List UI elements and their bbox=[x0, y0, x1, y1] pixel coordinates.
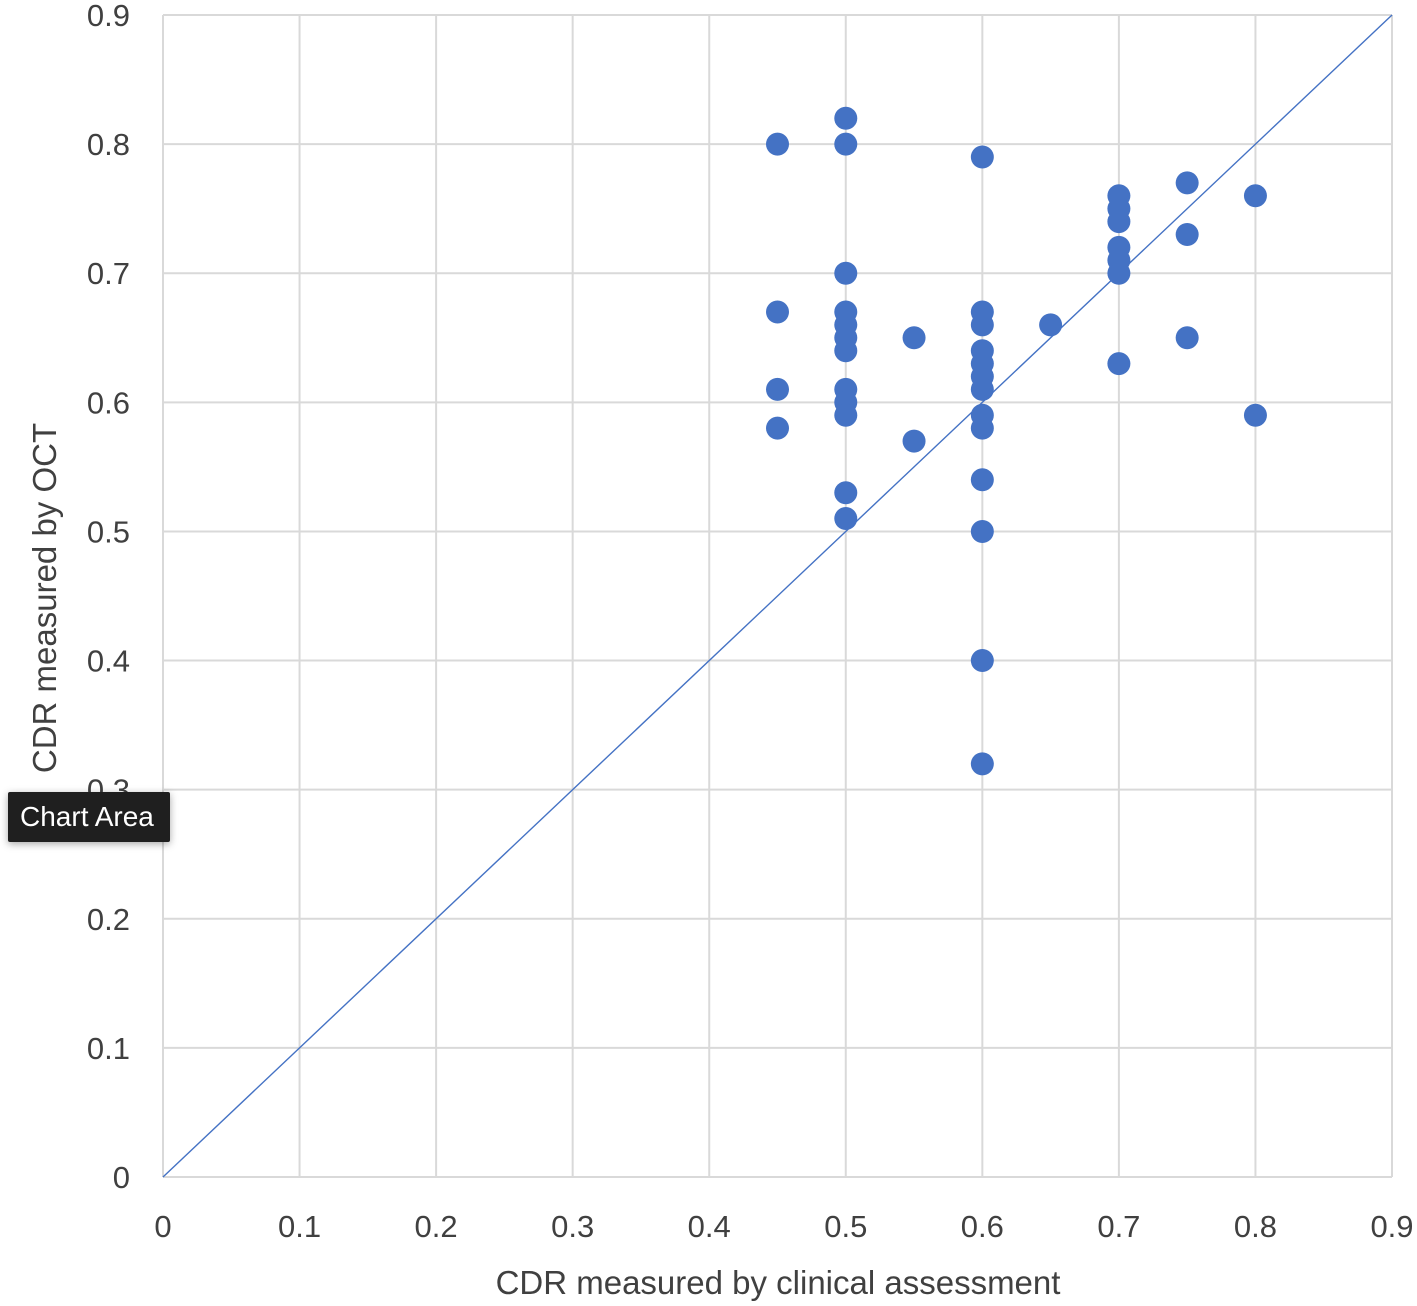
x-tick-label: 0.4 bbox=[688, 1209, 731, 1244]
y-tick-label: 0.2 bbox=[87, 902, 130, 937]
gridlines bbox=[162, 14, 1393, 1178]
data-point[interactable] bbox=[834, 261, 858, 285]
data-point[interactable] bbox=[1107, 261, 1131, 285]
data-point[interactable] bbox=[970, 468, 994, 492]
data-point[interactable] bbox=[1039, 313, 1063, 337]
x-tick-labels: 0 0.1 0.2 0.3 0.4 0.5 0.6 0.7 0.8 0.9 bbox=[154, 1209, 1413, 1244]
data-point[interactable] bbox=[1107, 352, 1131, 376]
y-tick-labels: 00.10.20.30.40.50.60.70.80.9 bbox=[87, 0, 130, 1195]
data-point[interactable] bbox=[834, 106, 858, 130]
data-point[interactable] bbox=[1107, 210, 1131, 234]
data-point[interactable] bbox=[1175, 222, 1199, 246]
data-point[interactable] bbox=[970, 519, 994, 543]
y-tick-label: 0.4 bbox=[87, 644, 130, 679]
data-point[interactable] bbox=[902, 429, 926, 453]
data-point[interactable] bbox=[834, 132, 858, 156]
x-tick-label: 0.1 bbox=[278, 1209, 321, 1244]
x-tick-label: 0.6 bbox=[961, 1209, 1004, 1244]
x-tick-label: 0.2 bbox=[415, 1209, 458, 1244]
x-axis-title: CDR measured by clinical assessment bbox=[496, 1264, 1061, 1301]
reference-line-layer bbox=[162, 14, 1393, 1178]
chart-area-tooltip: Chart Area bbox=[8, 792, 170, 842]
data-point[interactable] bbox=[1243, 184, 1267, 208]
x-tick-label: 0.7 bbox=[1097, 1209, 1140, 1244]
data-point[interactable] bbox=[970, 145, 994, 169]
data-point[interactable] bbox=[970, 649, 994, 673]
data-point[interactable] bbox=[834, 403, 858, 427]
data-point[interactable] bbox=[1243, 403, 1267, 427]
y-tick-label: 0.5 bbox=[87, 514, 130, 549]
y-tick-label: 0.8 bbox=[87, 127, 130, 162]
data-point[interactable] bbox=[970, 752, 994, 776]
data-point[interactable] bbox=[1175, 326, 1199, 350]
x-tick-label: 0.8 bbox=[1234, 1209, 1277, 1244]
data-point[interactable] bbox=[970, 416, 994, 440]
data-point[interactable] bbox=[970, 313, 994, 337]
data-point[interactable] bbox=[766, 416, 789, 440]
y-tick-label: 0.1 bbox=[87, 1031, 130, 1066]
y-tick-label: 0.9 bbox=[87, 0, 130, 33]
x-tick-label: 0.5 bbox=[824, 1209, 867, 1244]
y-tick-label: 0.7 bbox=[87, 256, 130, 291]
data-point[interactable] bbox=[902, 326, 926, 350]
x-tick-label: 0.3 bbox=[551, 1209, 594, 1244]
data-point[interactable] bbox=[766, 377, 789, 401]
reference-line bbox=[162, 14, 1393, 1178]
y-tick-label: 0 bbox=[113, 1160, 130, 1195]
data-points bbox=[766, 106, 1267, 776]
data-point[interactable] bbox=[834, 481, 858, 505]
x-tick-label: 0.9 bbox=[1370, 1209, 1413, 1244]
data-point[interactable] bbox=[834, 507, 858, 531]
data-point[interactable] bbox=[766, 300, 789, 324]
data-point[interactable] bbox=[1175, 171, 1199, 195]
x-tick-label: 0 bbox=[154, 1209, 171, 1244]
data-point[interactable] bbox=[834, 339, 858, 363]
y-axis-title: CDR measured by OCT bbox=[26, 423, 63, 773]
data-point[interactable] bbox=[766, 132, 789, 156]
data-point[interactable] bbox=[970, 377, 994, 401]
y-tick-label: 0.6 bbox=[87, 385, 130, 420]
